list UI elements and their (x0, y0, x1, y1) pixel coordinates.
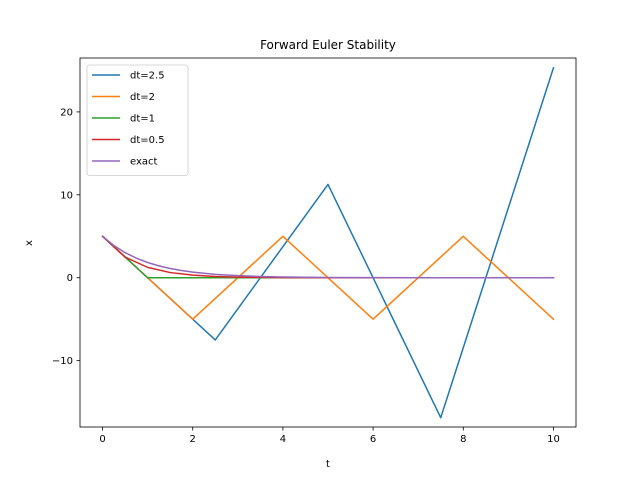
x-axis-ticks: 0 2 4 6 8 10 (99, 427, 560, 445)
plot-area-frame (79, 57, 577, 428)
x-tick-label: 10 (547, 434, 560, 445)
legend-box (86, 64, 189, 176)
y-axis-ticks: −10 0 10 20 (52, 107, 80, 367)
x-tick-label: 4 (280, 434, 286, 445)
y-tick-label: 0 (67, 273, 73, 284)
legend: dt=2.5 dt=2 dt=1 dt=0.5 exact (86, 64, 189, 176)
legend-entry-label: dt=2 (130, 92, 155, 103)
x-tick-label: 6 (370, 434, 376, 445)
legend-entry-label: dt=2.5 (130, 71, 165, 82)
plot-lines (101, 66, 555, 419)
legend-entry-label: dt=1 (130, 114, 155, 125)
legend-entry-label: exact (130, 157, 158, 168)
y-tick-label: 10 (60, 190, 73, 201)
y-tick-label: −10 (52, 356, 73, 367)
chart-title: Forward Euler Stability (260, 38, 396, 52)
x-tick-label: 2 (190, 434, 196, 445)
x-tick-label: 0 (99, 434, 105, 445)
legend-entry-label: dt=0.5 (130, 135, 165, 146)
x-tick-label: 8 (460, 434, 466, 445)
y-axis-label: x (24, 240, 35, 246)
y-tick-label: 20 (60, 107, 73, 118)
series-line-exact (101, 235, 555, 279)
x-axis-label: t (326, 459, 330, 470)
